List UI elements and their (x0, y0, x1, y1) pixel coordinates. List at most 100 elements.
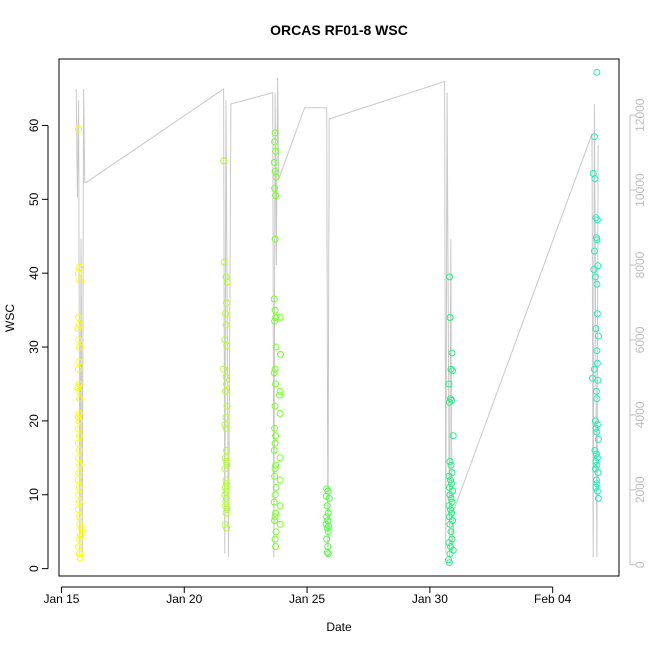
left-tick-label: 60 (27, 118, 41, 132)
data-point (271, 513, 279, 521)
data-point (75, 343, 83, 351)
data-point (593, 428, 601, 436)
data-point (272, 432, 280, 440)
data-point (270, 295, 278, 303)
left-y-axis: 0 10 20 30 40 50 60 (27, 118, 49, 572)
y-axis-label: WSC (3, 304, 17, 332)
data-point (276, 387, 284, 395)
data-point (445, 380, 453, 388)
data-point (221, 421, 229, 429)
data-point (75, 469, 83, 477)
data-point (74, 384, 82, 392)
data-point (445, 472, 453, 480)
data-point (75, 424, 83, 432)
data-point (223, 380, 230, 388)
data-point (75, 125, 83, 133)
data-point (221, 520, 229, 528)
data-point (76, 395, 84, 403)
data-point (324, 528, 332, 536)
data-point (593, 236, 601, 244)
data-point (222, 273, 230, 281)
data-point (591, 175, 599, 183)
chart-title: ORCAS RF01-8 WSC (270, 22, 408, 38)
data-point (221, 336, 229, 344)
data-point (75, 454, 83, 462)
data-point (593, 487, 601, 495)
data-point (75, 498, 83, 506)
data-point (223, 524, 230, 532)
data-point (223, 342, 231, 350)
data-point (270, 158, 278, 166)
data-point (271, 129, 279, 137)
right-y-axis: 0 2000 4000 6000 8000 10000 12000 (629, 98, 647, 568)
data-point (222, 487, 230, 495)
data-point (323, 502, 331, 510)
data-point (593, 347, 601, 355)
right-tick-label: 0 (633, 561, 647, 568)
data-point (594, 435, 602, 443)
data-point (276, 476, 284, 484)
data-point (594, 262, 602, 270)
data-point (445, 502, 453, 510)
data-point (591, 273, 599, 281)
data-point (75, 417, 83, 425)
data-point (75, 446, 83, 454)
data-point (447, 528, 455, 536)
data-point (446, 559, 453, 567)
data-point (75, 483, 83, 491)
data-point (223, 461, 231, 469)
altitude-line (75, 77, 599, 558)
data-point (75, 314, 83, 321)
data-point (272, 483, 280, 491)
data-point (270, 369, 278, 377)
data-point (448, 509, 455, 517)
data-point (593, 216, 601, 224)
data-point (447, 395, 454, 403)
data-point (271, 517, 279, 525)
data-point (276, 502, 284, 510)
data-point (593, 454, 601, 462)
data-point (223, 494, 230, 502)
data-point (76, 277, 84, 285)
left-tick-label: 50 (27, 192, 41, 206)
data-point (592, 387, 600, 395)
data-point (592, 483, 600, 491)
left-tick-label: 30 (27, 340, 41, 354)
data-point (74, 413, 82, 421)
right-tick-label: 6000 (633, 326, 647, 353)
data-point (448, 349, 456, 357)
left-tick-label: 40 (27, 266, 41, 280)
data-points (74, 68, 602, 567)
data-point (222, 502, 229, 510)
data-point (276, 520, 284, 528)
data-point (323, 524, 331, 532)
data-point (222, 413, 230, 421)
data-point (325, 494, 333, 502)
data-point (591, 446, 599, 454)
data-point (446, 314, 454, 321)
data-point (271, 138, 279, 146)
data-point (448, 396, 455, 404)
data-point (447, 476, 454, 484)
data-point (272, 192, 280, 200)
data-point (272, 147, 280, 155)
data-point (75, 410, 83, 417)
data-point (77, 531, 85, 539)
data-point (592, 424, 600, 432)
data-point (324, 517, 332, 525)
data-point (446, 458, 454, 465)
data-point (75, 513, 83, 521)
data-point (271, 184, 279, 192)
data-point (223, 278, 231, 286)
data-point (590, 133, 598, 141)
data-point (223, 446, 230, 454)
data-point (271, 235, 279, 243)
data-point (74, 325, 82, 333)
right-tick-label: 4000 (633, 401, 647, 428)
x-axis: Jan 15 Jan 20 Jan 25 Jan 30 Feb 04 (43, 586, 572, 606)
data-point (222, 483, 229, 491)
data-point (271, 365, 279, 373)
data-point (323, 548, 331, 556)
data-point (222, 476, 230, 484)
